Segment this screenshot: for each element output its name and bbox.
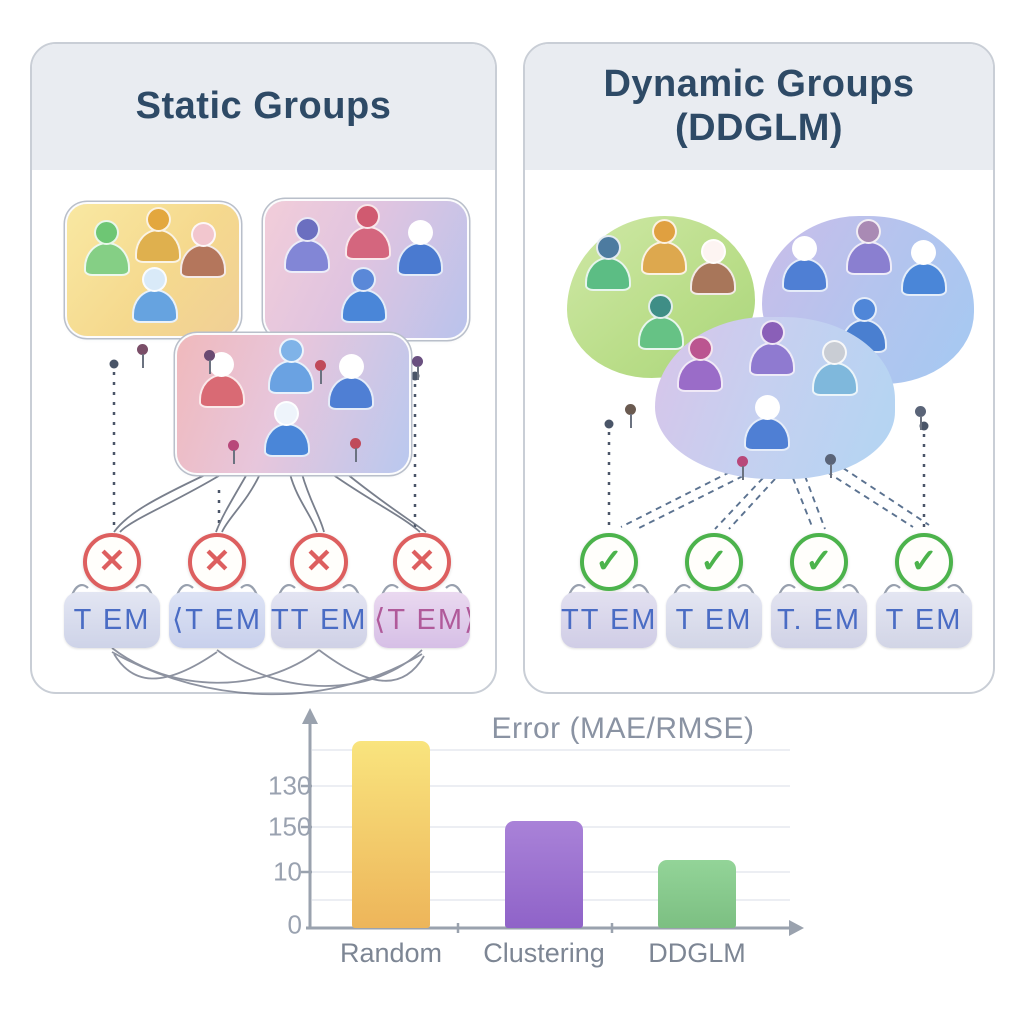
person-icon [261,401,313,463]
static-groups-title: Static Groups [135,85,392,128]
error-x-icon: ✕ [393,533,451,591]
person-icon [81,219,133,282]
ytick-label: 10 [273,856,302,887]
error-x-icon: ✕ [290,533,348,591]
person-icon [196,351,248,414]
chart-title: Error (MAE/RMSE) [491,712,755,745]
person-icon [132,206,184,269]
person-icon [809,339,861,402]
item-box: TT EM [561,592,657,648]
ytick-label: 150 [268,811,312,842]
person-icon [687,238,739,301]
person-icon [746,320,798,382]
pin-icon [350,438,361,462]
bar-ddglm [658,860,736,928]
pin-icon [737,456,748,480]
item-box: T EM [666,592,762,648]
person-icon [635,293,687,356]
person-icon [325,354,377,416]
person-icon [394,220,446,282]
person-icon [342,203,394,266]
person-icon [674,336,726,398]
error-x-icon: ✕ [188,533,246,591]
item-box: T EM [64,592,160,648]
error-x-icon: ✕ [83,533,141,591]
static-groups-panel: Static Groups [30,42,497,696]
ytick-label: 130 [268,770,312,801]
item-box: ⟨T EM⟩ [374,592,470,648]
person-icon [265,337,317,400]
pin-icon [625,404,636,428]
success-check-icon: ✓ [790,533,848,591]
item-box: T EM [876,592,972,648]
person-icon [843,219,895,281]
error-bar-chart: Error (MAE/RMSE) 130 150 10 0 Random Cluster… [268,700,813,990]
category-label-clustering: Clustering [483,938,605,968]
static-group-yellow [67,204,239,336]
bar-clustering [505,821,583,928]
dynamic-group-middle [655,317,895,479]
category-label-ddglm: DDGLM [648,938,746,968]
category-label-random: Random [339,938,443,968]
person-icon [338,266,390,329]
person-icon [177,222,229,284]
pin-icon [825,454,836,478]
pin-icon [915,406,926,430]
dynamic-groups-header: Dynamic Groups (DDGLM) [525,44,993,170]
person-icon [898,239,950,302]
pin-icon [412,356,423,380]
person-icon [779,236,831,298]
static-groups-header: Static Groups [32,44,495,170]
ytick-label: 0 [287,909,302,940]
pin-icon [137,344,148,368]
person-icon [741,394,793,457]
pin-icon [228,440,239,464]
dynamic-groups-title-line2: (DDGLM) [674,107,844,149]
pin-icon [204,350,215,374]
bar-random [352,741,430,928]
pin-icon [315,360,326,384]
person-icon [638,219,690,281]
dynamic-groups-title-line1: Dynamic Groups [603,63,915,106]
success-check-icon: ✓ [685,533,743,591]
static-group-pink-blue [265,201,467,338]
person-icon [129,267,181,329]
dynamic-groups-panel: Dynamic Groups (DDGLM) ✓ ✓ ✓ ✓ TT EM T EM T. … [523,42,995,694]
success-check-icon: ✓ [580,533,638,591]
item-box: T. EM [771,592,867,648]
person-icon [582,235,634,297]
person-icon [281,217,333,279]
static-group-overlap [177,335,409,473]
success-check-icon: ✓ [895,533,953,591]
item-box: TT EM [271,592,367,648]
item-box: ⟨T EM [169,592,265,648]
